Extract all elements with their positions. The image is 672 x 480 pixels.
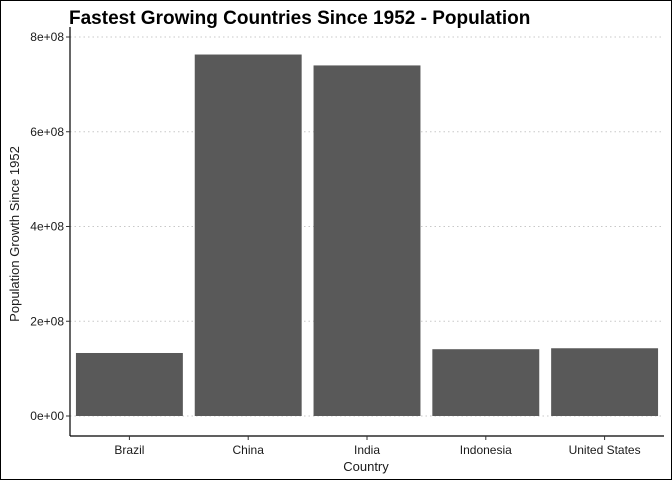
bar bbox=[313, 65, 421, 417]
x-ticks: Brazil China India Indonesia United States bbox=[114, 436, 641, 457]
chart-title: Fastest Growing Countries Since 1952 - P… bbox=[69, 8, 530, 29]
x-tick-label: India bbox=[354, 443, 380, 457]
bar bbox=[194, 54, 302, 417]
bar bbox=[432, 349, 540, 416]
x-tick-label: United States bbox=[569, 443, 641, 457]
x-tick-label: Indonesia bbox=[460, 443, 512, 457]
y-tick-label: 4e+08 bbox=[30, 220, 64, 234]
y-axis-title: Population Growth Since 1952 bbox=[7, 146, 22, 322]
y-tick-label: 0e+00 bbox=[30, 409, 64, 423]
x-axis-title: Country bbox=[343, 459, 389, 474]
bar bbox=[551, 348, 659, 416]
x-tick-label: Brazil bbox=[114, 443, 144, 457]
y-ticks: 0e+00 2e+08 4e+08 6e+08 8e+08 bbox=[30, 30, 70, 423]
y-tick-label: 8e+08 bbox=[30, 30, 64, 44]
bar bbox=[75, 352, 183, 416]
x-tick-label: China bbox=[233, 443, 265, 457]
y-tick-label: 6e+08 bbox=[30, 125, 64, 139]
bars bbox=[75, 54, 659, 417]
y-tick-label: 2e+08 bbox=[30, 314, 64, 328]
